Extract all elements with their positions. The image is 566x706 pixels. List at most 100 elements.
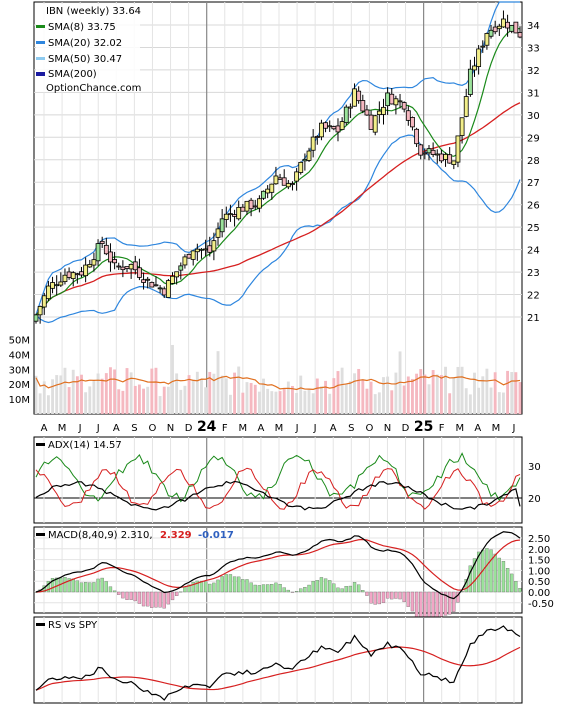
macd-histogram-bar xyxy=(365,591,369,596)
macd-histogram-bar xyxy=(373,591,377,605)
candle-body xyxy=(79,271,84,276)
volume-bar xyxy=(307,389,311,414)
rs-panel xyxy=(33,616,523,704)
volume-bar xyxy=(158,396,162,414)
macd-histogram-bar xyxy=(282,587,286,593)
macd-histogram-bar xyxy=(270,584,274,593)
macd-histogram-bar xyxy=(158,591,162,608)
volume-bar xyxy=(419,369,423,414)
candle-body xyxy=(145,278,151,281)
volume-bar xyxy=(266,388,270,414)
volume-bar xyxy=(386,376,390,414)
macd-histogram-bar xyxy=(290,591,295,593)
macd-histogram-bar xyxy=(249,582,253,593)
macd-histogram-bar xyxy=(311,580,315,593)
volume-bar xyxy=(406,376,410,414)
x-axis-label: 24 xyxy=(197,419,217,435)
macd-histogram-bar xyxy=(398,591,402,600)
volume-bar xyxy=(233,372,236,414)
volume-axis: 50M 40M 30M 20M 10M xyxy=(9,335,30,406)
rs-ma-line xyxy=(35,646,521,691)
volume-bar xyxy=(104,373,108,414)
candle-body xyxy=(223,213,229,220)
volume-bar xyxy=(224,378,228,414)
volume-bar xyxy=(473,372,476,414)
legend-sma20: SMA(20) 32.02 xyxy=(48,38,122,49)
volume-bar xyxy=(59,375,63,414)
candle-body xyxy=(186,253,192,259)
adx-tick-30: 30 xyxy=(528,462,541,473)
candle-body xyxy=(207,245,213,253)
volume-bar xyxy=(46,395,50,414)
candle-body xyxy=(476,48,482,67)
volume-bar xyxy=(444,366,447,414)
volume-bar xyxy=(42,381,46,414)
candle-body xyxy=(451,160,457,165)
macd-line xyxy=(35,531,521,600)
candle-body xyxy=(455,135,461,163)
macd-histogram-bar xyxy=(468,565,473,593)
macd-histogram-bar xyxy=(518,588,522,593)
volume-bar xyxy=(373,394,377,414)
macd-histogram-bar xyxy=(79,582,84,593)
macd-histogram-bar xyxy=(191,582,195,593)
volume-bar xyxy=(394,372,398,414)
x-axis-label: F xyxy=(439,423,445,434)
volume-bar xyxy=(295,392,299,414)
volume-bar xyxy=(506,370,510,414)
volume-bar xyxy=(464,388,468,414)
candle-body xyxy=(410,116,415,128)
macd-histogram-bar xyxy=(315,580,319,593)
candle-body xyxy=(178,265,184,271)
candle-body xyxy=(443,153,448,160)
macd-histogram-bar xyxy=(125,591,129,600)
macd-histogram-bar xyxy=(406,591,410,607)
macd-histogram-bar xyxy=(195,580,199,593)
macd-histogram-bar xyxy=(75,580,80,593)
candle-body xyxy=(211,240,217,252)
legend-swatch-sma50 xyxy=(36,57,45,60)
macd-histogram-bar xyxy=(476,551,481,593)
candle-body xyxy=(343,106,349,124)
macd-histogram-bar xyxy=(352,582,357,593)
legend-swatch-sma8 xyxy=(36,25,45,28)
volume-bar xyxy=(154,367,158,414)
candle-body xyxy=(368,114,374,130)
candle-body xyxy=(116,265,122,268)
macd-histogram-bar xyxy=(299,588,303,593)
macd-histogram-bar xyxy=(439,591,444,620)
volume-bar xyxy=(71,369,75,414)
x-axis-label: F xyxy=(222,423,228,434)
volume-bar xyxy=(34,375,38,414)
macd-histogram-bar xyxy=(245,579,249,593)
candle-body xyxy=(347,106,353,109)
macd-histogram-bar xyxy=(278,584,282,593)
macd-histogram-bar xyxy=(257,585,262,593)
macd-histogram-bar xyxy=(170,591,175,601)
macd-histogram-bar xyxy=(162,591,166,609)
volume-bar xyxy=(253,384,257,414)
macd-histogram-bar xyxy=(344,586,348,593)
volume-bar xyxy=(282,387,286,414)
macd-histogram-bar xyxy=(146,591,150,607)
macd-histogram-bar xyxy=(328,580,332,593)
macd-histogram-bar xyxy=(216,579,220,593)
candle-body xyxy=(228,213,233,216)
candlesticks xyxy=(33,10,523,324)
candle-body xyxy=(517,32,523,38)
volume-bar xyxy=(204,387,208,414)
candle-body xyxy=(194,248,200,253)
volume-bar xyxy=(142,388,145,414)
macd-histogram-bar xyxy=(307,584,311,593)
volume-bar xyxy=(220,375,224,414)
macd-histogram-bar xyxy=(67,578,71,593)
x-axis-label: S xyxy=(348,423,354,434)
volume-bar xyxy=(278,391,282,414)
macd-histogram-bar xyxy=(340,588,344,593)
macd-histogram-bar xyxy=(63,577,67,593)
candle-body xyxy=(153,284,159,287)
volume-bar xyxy=(228,394,232,414)
candle-body xyxy=(46,285,51,300)
macd-histogram-bar xyxy=(133,591,137,602)
volume-bar xyxy=(427,384,431,414)
